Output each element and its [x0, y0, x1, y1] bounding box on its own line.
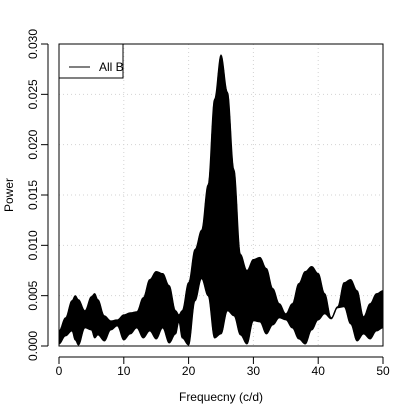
y-tick-label: 0.005 — [26, 280, 40, 310]
y-axis-title: Power — [2, 178, 16, 212]
x-tick-label: 10 — [117, 364, 131, 378]
y-tick-label: 0.020 — [26, 129, 40, 159]
series-upper-envelope-0 — [58, 54, 384, 332]
x-axis: 0 10 20 30 40 50 — [56, 356, 390, 378]
series-lower-envelope-0 — [58, 277, 384, 346]
plot-frame — [58, 43, 384, 347]
x-tick-label: 50 — [376, 364, 390, 378]
x-tick-label: 20 — [182, 364, 196, 378]
legend: All B — [58, 43, 124, 79]
legend-box — [58, 43, 124, 79]
legend-label: All B — [99, 60, 124, 74]
y-tick-label: 0.000 — [26, 331, 40, 361]
y-tick-label: 0.015 — [26, 180, 40, 210]
x-tick-label: 0 — [56, 364, 63, 378]
x-axis-title: Frequecny (c/d) — [179, 390, 263, 404]
y-tick-label: 0.025 — [26, 79, 40, 109]
y-axis: 0.000 0.005 0.010 0.015 0.020 0.025 0.030 — [26, 29, 49, 361]
y-tick-label: 0.010 — [26, 230, 40, 260]
x-tick-label: 40 — [312, 364, 326, 378]
data-layer — [58, 54, 384, 346]
series-line-0 — [58, 55, 384, 345]
y-tick-label: 0.030 — [26, 29, 40, 59]
x-tick-label: 30 — [247, 364, 261, 378]
